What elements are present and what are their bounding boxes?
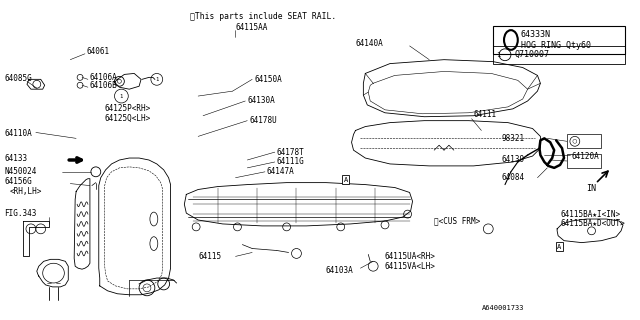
Text: 64084: 64084	[501, 173, 524, 182]
Bar	[567, 154, 602, 168]
Text: 1: 1	[120, 93, 123, 99]
Text: 64115UA<RH>: 64115UA<RH>	[385, 252, 436, 261]
Text: 64061: 64061	[87, 47, 110, 56]
Text: 64125P<RH>: 64125P<RH>	[105, 104, 151, 113]
Text: HOG RING Qty60: HOG RING Qty60	[521, 41, 591, 51]
Text: N450024: N450024	[4, 167, 36, 176]
Text: 64150A: 64150A	[254, 75, 282, 84]
Text: 64115VA<LH>: 64115VA<LH>	[385, 262, 436, 271]
Text: A: A	[557, 244, 561, 250]
Text: 64130A: 64130A	[247, 97, 275, 106]
Text: 64115: 64115	[198, 252, 221, 261]
Text: 64147A: 64147A	[267, 167, 294, 176]
Text: 1: 1	[155, 77, 159, 82]
Bar	[493, 26, 625, 54]
Text: 64120A: 64120A	[572, 152, 600, 161]
Text: <RH,LH>: <RH,LH>	[9, 187, 42, 196]
Text: 64156G: 64156G	[4, 177, 32, 186]
Text: 64115AA: 64115AA	[236, 23, 268, 32]
Text: 64103A: 64103A	[326, 266, 354, 275]
Text: 64178U: 64178U	[249, 116, 277, 125]
Text: ※<CUS FRM>: ※<CUS FRM>	[434, 217, 481, 226]
Text: A: A	[344, 177, 348, 183]
Text: 64333N: 64333N	[521, 29, 551, 39]
Text: IN: IN	[586, 184, 596, 193]
Text: 64140A: 64140A	[355, 39, 383, 48]
Text: 64106A: 64106A	[90, 73, 118, 82]
Text: ※This parts include SEAT RAIL.: ※This parts include SEAT RAIL.	[190, 12, 337, 21]
Text: 1: 1	[496, 52, 500, 58]
Text: 64133: 64133	[4, 154, 28, 163]
Text: 64085G: 64085G	[4, 74, 32, 83]
Text: 64178T: 64178T	[277, 148, 305, 156]
Text: A640001733: A640001733	[481, 305, 524, 310]
Bar	[493, 46, 625, 64]
Text: 64106B: 64106B	[90, 81, 118, 90]
Bar	[567, 134, 602, 148]
Text: 64115BA★I<IN>: 64115BA★I<IN>	[560, 210, 620, 219]
Text: 64111G: 64111G	[277, 157, 305, 166]
Text: 64111: 64111	[474, 110, 497, 119]
Text: 64110A: 64110A	[4, 129, 32, 138]
Text: Q710007: Q710007	[515, 50, 550, 59]
Text: 64125Q<LH>: 64125Q<LH>	[105, 114, 151, 123]
Text: 64139: 64139	[501, 156, 524, 164]
Text: 64115BA★D<OUT>: 64115BA★D<OUT>	[560, 220, 625, 228]
Text: 98321: 98321	[501, 134, 524, 143]
Text: FIG.343: FIG.343	[4, 209, 36, 218]
